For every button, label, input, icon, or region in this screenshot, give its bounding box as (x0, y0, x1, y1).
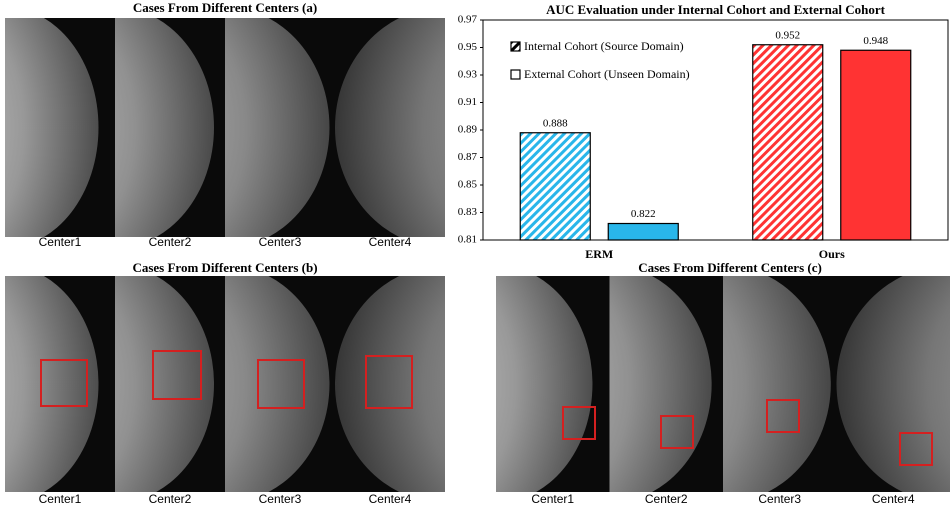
legend-label: Internal Cohort (Source Domain) (524, 39, 684, 53)
image-label: Center4 (369, 492, 412, 506)
image-label: Center3 (259, 492, 302, 506)
x-tick-label: Ours (819, 247, 845, 261)
bar (753, 45, 823, 240)
mammogram (0, 265, 115, 503)
image-label: Center2 (149, 492, 192, 506)
legend-swatch (511, 70, 520, 79)
bar (841, 50, 911, 240)
legend-swatch (511, 42, 520, 51)
value-label: 0.952 (775, 29, 800, 41)
image-label: Center1 (39, 235, 82, 249)
image-label: Center4 (369, 235, 412, 249)
mammogram (0, 7, 115, 248)
y-tick-label: 0.87 (458, 151, 478, 163)
image-label: Center3 (758, 492, 801, 506)
y-tick-label: 0.91 (458, 96, 477, 108)
y-tick-label: 0.95 (458, 41, 478, 53)
bar (520, 133, 590, 240)
y-tick-label: 0.89 (458, 124, 478, 136)
y-tick-label: 0.93 (458, 69, 478, 81)
chart-title: AUC Evaluation under Internal Cohort and… (546, 2, 886, 17)
image-label: Center2 (645, 492, 688, 506)
image-label: Center1 (531, 492, 574, 506)
panel-title: Cases From Different Centers (b) (132, 260, 317, 275)
value-label: 0.948 (863, 35, 888, 47)
panel-title: Cases From Different Centers (a) (133, 0, 317, 15)
figure: Center1 Center2 Center3 Center4 Cases From D… (0, 0, 951, 508)
image-label: Center4 (872, 492, 915, 506)
legend-label: External Cohort (Unseen Domain) (524, 67, 690, 81)
value-label: 0.822 (631, 208, 656, 220)
y-tick-label: 0.83 (458, 206, 478, 218)
image-label: Center2 (149, 235, 192, 249)
y-tick-label: 0.81 (458, 234, 477, 246)
image-label: Center3 (259, 235, 302, 249)
image-label: Center1 (39, 492, 82, 506)
value-label: 0.888 (543, 117, 568, 129)
bar (608, 224, 678, 241)
y-tick-label: 0.85 (458, 179, 478, 191)
x-tick-label: ERM (585, 247, 613, 261)
panel-title: Cases From Different Centers (c) (638, 260, 822, 275)
mammogram (837, 265, 951, 503)
y-tick-label: 0.97 (458, 14, 478, 26)
